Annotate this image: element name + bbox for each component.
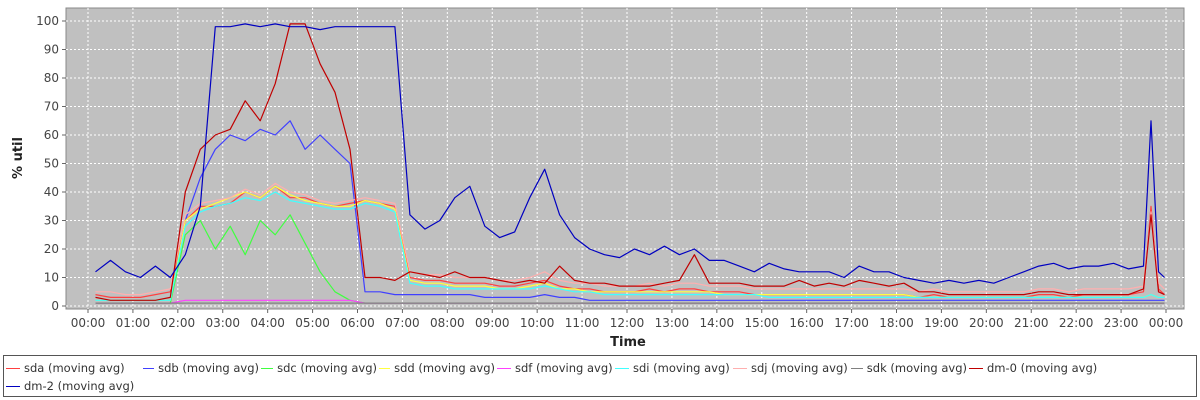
x-tick-label: 12:00 <box>610 316 645 330</box>
legend-label: sdc (moving avg) <box>277 361 377 375</box>
y-tick-label: 70 <box>44 100 59 114</box>
y-tick-label: 90 <box>44 43 59 57</box>
legend-swatch <box>969 367 983 369</box>
x-tick-label: 00:00 <box>1149 316 1184 330</box>
x-tick-label: 05:00 <box>295 316 330 330</box>
y-tick-label: 10 <box>44 271 59 285</box>
legend-swatch <box>497 367 511 369</box>
legend-item: dm-0 (moving avg) <box>967 359 1196 377</box>
plot-area <box>65 7 1185 310</box>
series-line-sdi <box>95 191 1165 301</box>
x-tick-label: 15:00 <box>744 316 779 330</box>
x-tick-label: 06:00 <box>340 316 375 330</box>
x-tick-label: 14:00 <box>700 316 735 330</box>
legend-item: sdj (moving avg) <box>731 359 849 377</box>
legend-label: sdk (moving avg) <box>866 361 967 375</box>
x-tick-label: 04:00 <box>250 316 285 330</box>
legend-label: sdf (moving avg) <box>515 361 613 375</box>
legend-label: sdd (moving avg) <box>394 361 495 375</box>
legend-item: sda (moving avg) <box>4 359 141 377</box>
y-tick-label: 20 <box>44 242 59 256</box>
x-tick-label: 21:00 <box>1014 316 1049 330</box>
legend-item: sdk (moving avg) <box>849 359 967 377</box>
x-tick-label: 10:00 <box>520 316 555 330</box>
legend-swatch <box>6 385 20 387</box>
legend-swatch <box>851 367 863 369</box>
y-axis: 0 10 20 30 40 50 60 70 80 90 100 <box>36 14 66 313</box>
x-tick-label: 13:00 <box>655 316 690 330</box>
series-lines <box>95 23 1165 304</box>
x-tick-label: 00:00 <box>71 316 106 330</box>
x-tick-label: 20:00 <box>969 316 1004 330</box>
legend-item: sdi (moving avg) <box>613 359 731 377</box>
legend-swatch <box>6 367 20 369</box>
legend-swatch <box>261 367 274 369</box>
y-tick-label: 50 <box>44 157 59 171</box>
legend-item: sdf (moving avg) <box>495 359 613 377</box>
legend-swatch <box>615 367 629 369</box>
x-tick-label: 07:00 <box>385 316 420 330</box>
y-axis-title: % util <box>11 137 26 179</box>
x-tick-label: 16:00 <box>789 316 824 330</box>
legend-swatch <box>379 367 391 369</box>
x-tick-label: 17:00 <box>834 316 869 330</box>
x-tick-label: 19:00 <box>924 316 959 330</box>
x-tick-label: 11:00 <box>565 316 600 330</box>
x-tick-label: 09:00 <box>475 316 510 330</box>
legend-label: dm-0 (moving avg) <box>987 361 1098 375</box>
x-tick-label: 18:00 <box>879 316 914 330</box>
x-tick-label: 03:00 <box>205 316 240 330</box>
y-tick-label: 100 <box>36 14 59 28</box>
y-tick-label: 0 <box>51 299 59 313</box>
legend-swatch <box>143 367 155 369</box>
y-tick-label: 40 <box>44 185 59 199</box>
legend-label: sda (moving avg) <box>24 361 125 375</box>
legend-label: sdb (moving avg) <box>158 361 259 375</box>
legend-label: sdj (moving avg) <box>751 361 848 375</box>
series-line-dm-0 <box>95 23 1165 301</box>
legend-item: sdb (moving avg) <box>141 359 259 377</box>
x-axis: 00:00 01:00 02:00 03:00 04:00 05:00 06:00 07:00… <box>71 309 1184 330</box>
x-tick-label: 01:00 <box>116 316 151 330</box>
legend-item: sdc (moving avg) <box>259 359 377 377</box>
legend-label: sdi (moving avg) <box>633 361 730 375</box>
series-line-sdb <box>95 120 1165 301</box>
legend-label: dm-2 (moving avg) <box>24 379 135 393</box>
x-tick-label: 02:00 <box>161 316 196 330</box>
y-tick-label: 30 <box>44 214 59 228</box>
x-tick-label: 22:00 <box>1059 316 1094 330</box>
legend-swatch <box>733 367 747 369</box>
legend: sda (moving avg) sdb (moving avg) sdc (mov… <box>3 355 1197 397</box>
y-tick-label: 60 <box>44 128 59 142</box>
legend-item: dm-2 (moving avg) <box>4 377 141 395</box>
line-chart: 0 10 20 30 40 50 60 70 80 90 100 00:00 01:00 02:00 03… <box>11 7 1185 350</box>
series-line-dm-2 <box>95 23 1165 284</box>
x-tick-label: 08:00 <box>430 316 465 330</box>
x-axis-title: Time <box>610 335 646 350</box>
x-tick-label: 23:00 <box>1104 316 1139 330</box>
series-line-sdj <box>95 182 1165 296</box>
y-tick-label: 80 <box>44 71 59 85</box>
legend-item: sdd (moving avg) <box>377 359 495 377</box>
